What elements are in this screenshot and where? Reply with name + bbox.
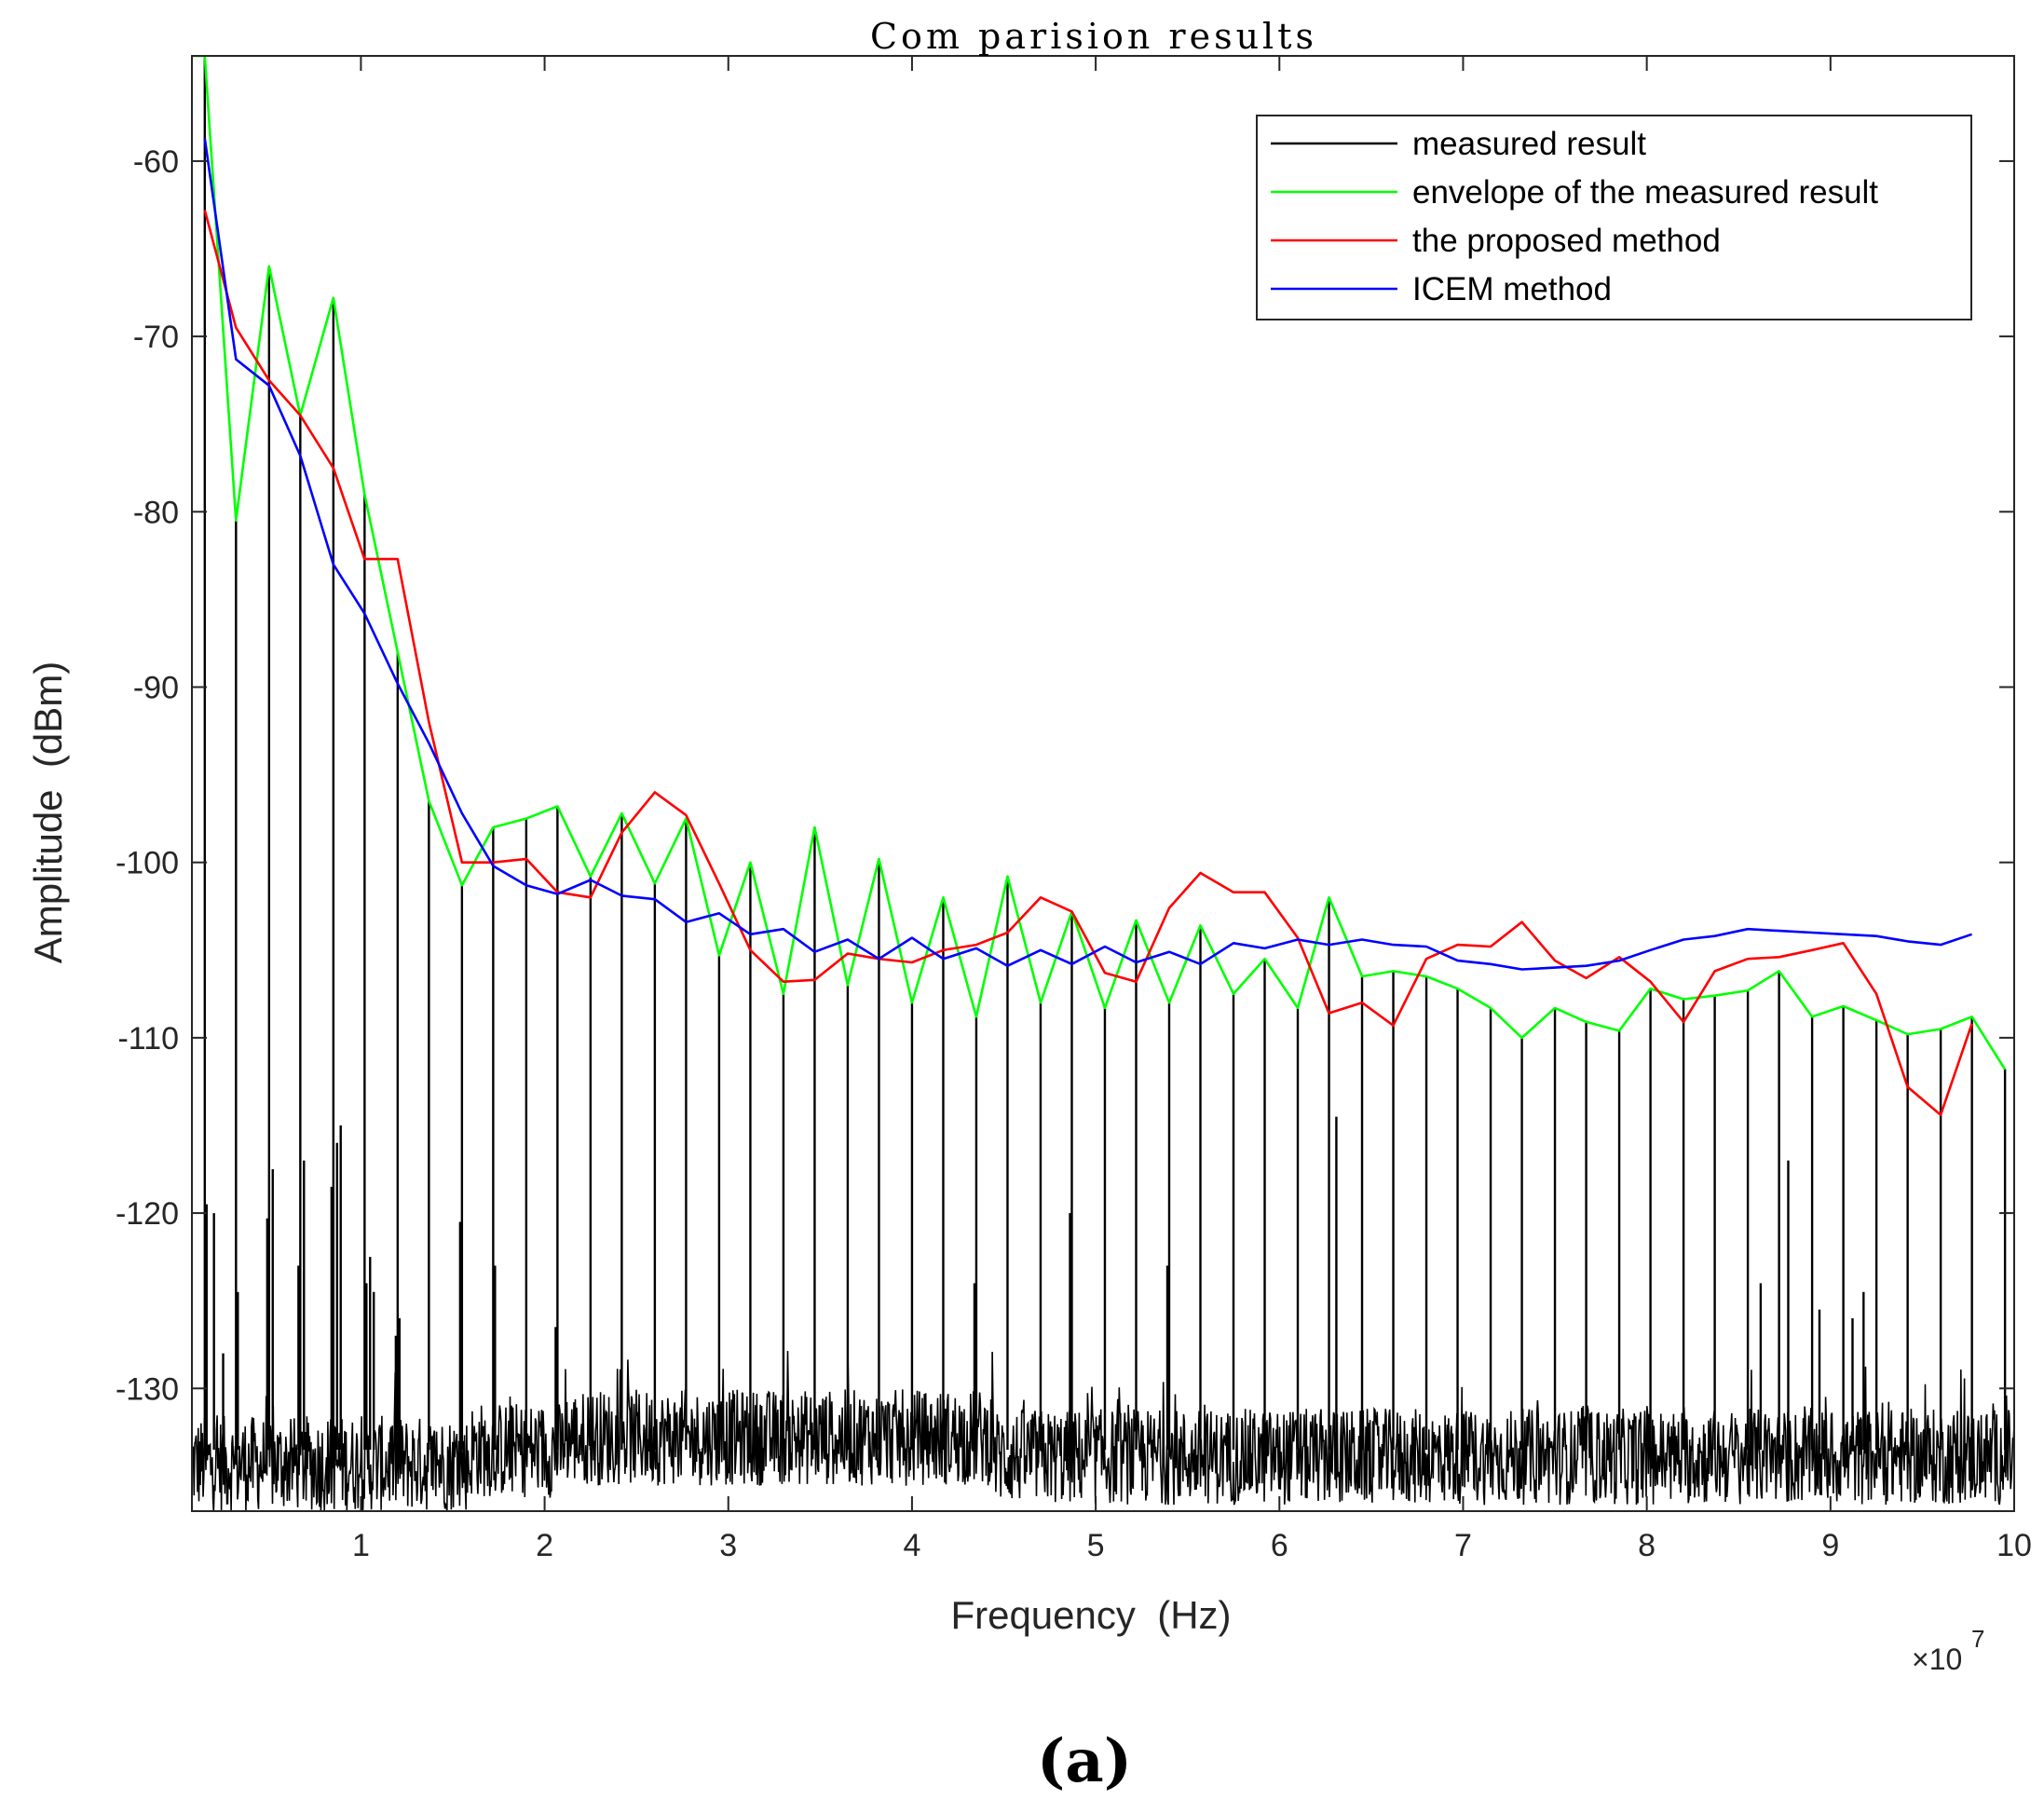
legend-label: ICEM method — [1412, 271, 1612, 307]
x-tick-label: 10 — [1996, 1528, 2032, 1563]
x-tick-label: 6 — [1271, 1528, 1288, 1563]
x-tick-label: 4 — [903, 1528, 920, 1563]
noise-floor-trace — [192, 1350, 2014, 1511]
axes — [191, 55, 2015, 1512]
y-tick-label: -80 — [133, 495, 179, 530]
figure-caption: (a) — [1037, 1726, 1132, 1796]
y-tick-label: -130 — [116, 1371, 179, 1407]
legend-entry: measured result — [1271, 126, 1646, 162]
tick-labels: 1 2 3 4 5 6 7 8 9 10 -130 -120 -110 -100 -90 -80 -70 -60 — [116, 144, 2032, 1563]
y-tick-label: -60 — [133, 144, 179, 180]
legend: measured result envelope of the measured … — [1256, 115, 1972, 320]
legend-entry: envelope of the measured result — [1271, 174, 1878, 211]
gridless-plot-area — [192, 56, 2014, 1511]
y-tick-label: -90 — [133, 670, 179, 705]
legend-entry: ICEM method — [1271, 271, 1612, 307]
legend-label: envelope of the measured result — [1412, 174, 1878, 211]
series-measured-result — [192, 56, 2014, 1511]
x-exponent-label: ×10 — [1912, 1643, 1962, 1676]
x-tick-label: 9 — [1821, 1528, 1839, 1563]
x-tick-label: 8 — [1638, 1528, 1656, 1563]
x-tick-label: 2 — [536, 1528, 553, 1563]
x-tick-label: 1 — [352, 1528, 370, 1563]
legend-box — [1256, 115, 1972, 320]
y-tick-label: -100 — [116, 846, 179, 881]
legend-entry: the proposed method — [1271, 223, 1721, 259]
plot-frame — [191, 55, 2015, 1512]
y-tick-label: -110 — [117, 1021, 179, 1056]
series-icem-method-line — [203, 138, 1973, 971]
series-proposed-method-line — [203, 210, 1973, 1116]
y-axis-title: Amplitude (dBm) — [26, 661, 70, 963]
x-exponent-power: 7 — [1971, 1625, 1984, 1653]
y-tick-label: -70 — [133, 320, 179, 355]
x-tick-label: 5 — [1087, 1528, 1105, 1563]
x-axis-title: Frequency (Hz) — [950, 1593, 1231, 1637]
chart-title: Com parision results — [870, 16, 1317, 57]
x-tick-label: 7 — [1454, 1528, 1472, 1563]
legend-label: the proposed method — [1412, 223, 1721, 259]
x-tick-label: 3 — [719, 1528, 737, 1563]
legend-label: measured result — [1412, 126, 1646, 162]
y-tick-label: -120 — [116, 1196, 179, 1232]
